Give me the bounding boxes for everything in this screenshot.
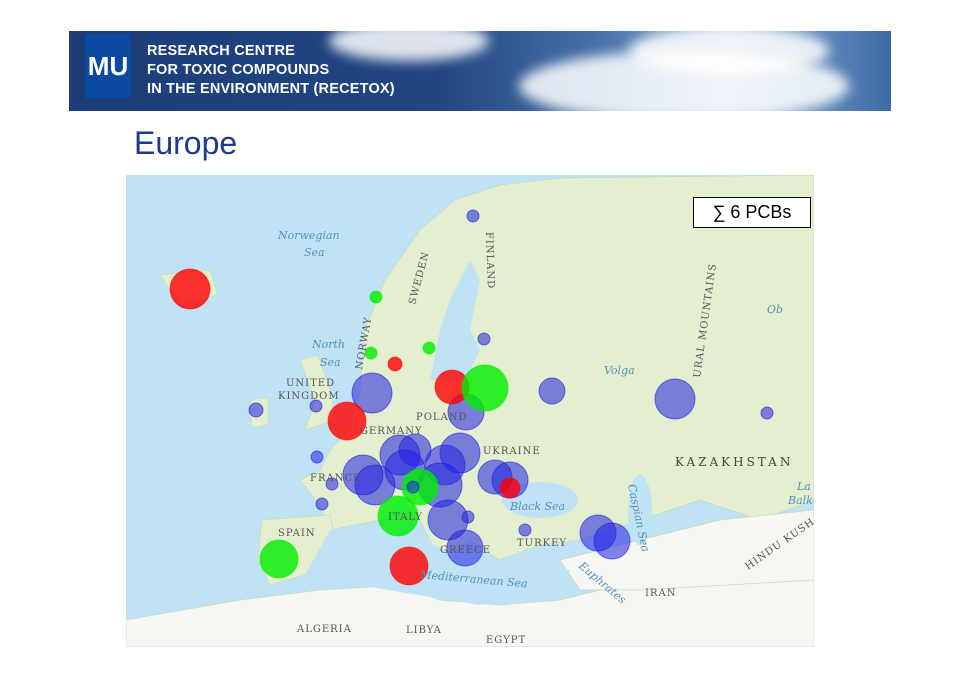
marker-green bbox=[422, 341, 436, 355]
legend-box: ∑ 6 PCBs bbox=[693, 197, 811, 228]
marker-red bbox=[499, 477, 521, 499]
marker-blue bbox=[315, 497, 329, 511]
marker-blue bbox=[654, 378, 696, 420]
label-sea: Sea bbox=[320, 356, 341, 369]
label-black-sea: Black Sea bbox=[509, 500, 565, 513]
marker-blue bbox=[309, 399, 323, 413]
marker-green bbox=[401, 468, 439, 506]
mediterranean-sea bbox=[300, 525, 570, 605]
label-united: UNITED bbox=[286, 378, 335, 389]
header-line: IN THE ENVIRONMENT (RECETOX) bbox=[147, 81, 395, 97]
marker-red bbox=[387, 356, 403, 372]
marker-blue bbox=[310, 450, 324, 464]
landmass-middle-east bbox=[559, 509, 814, 591]
marker-blue bbox=[538, 377, 566, 405]
marker-blue bbox=[461, 510, 475, 524]
label-lake: La bbox=[796, 480, 811, 493]
header-banner: MU RESEARCH CENTRE FOR TOXIC COMPOUNDS I… bbox=[69, 31, 891, 111]
marker-blue bbox=[760, 406, 774, 420]
label-italy: ITALY bbox=[388, 512, 423, 523]
marker-green bbox=[259, 539, 299, 579]
marker-blue bbox=[325, 477, 339, 491]
label-spain: SPAIN bbox=[278, 528, 316, 539]
label-kingdom: KINGDOM bbox=[278, 391, 340, 402]
marker-blue bbox=[446, 529, 484, 567]
sampling-markers bbox=[169, 209, 774, 586]
marker-green bbox=[369, 290, 383, 304]
marker-red bbox=[169, 268, 211, 310]
caspian-sea bbox=[628, 475, 652, 545]
marker-red bbox=[327, 401, 367, 441]
label-ob: Ob bbox=[767, 303, 783, 316]
baltic-sea bbox=[430, 260, 480, 380]
label-libya: LIBYA bbox=[406, 625, 442, 636]
marker-blue bbox=[593, 522, 631, 560]
label-kazakhstan: KAZAKHSTAN bbox=[675, 455, 793, 469]
label-volga: Volga bbox=[604, 364, 635, 377]
label-ukraine: UKRAINE bbox=[483, 446, 541, 457]
marker-blue bbox=[406, 480, 420, 494]
label-algeria: ALGERIA bbox=[296, 624, 352, 635]
label-balkhash: Balk bbox=[787, 494, 813, 507]
marker-green bbox=[364, 346, 378, 360]
marker-blue bbox=[351, 372, 393, 414]
institution-name: RESEARCH CENTRE FOR TOXIC COMPOUNDS IN T… bbox=[147, 42, 395, 99]
europe-map: Norwegian Sea North Sea NORWAY SWEDEN FI… bbox=[126, 175, 814, 647]
marker-blue bbox=[477, 332, 491, 346]
university-logo: MU bbox=[85, 34, 131, 98]
marker-red bbox=[389, 546, 429, 586]
label-turkey: TURKEY bbox=[517, 538, 567, 549]
header-line: FOR TOXIC COMPOUNDS bbox=[147, 62, 330, 78]
slide-title: Europe bbox=[134, 125, 238, 161]
marker-green bbox=[461, 364, 509, 412]
label-germany: GERMANY bbox=[360, 426, 423, 437]
marker-blue bbox=[466, 209, 480, 223]
label-poland: POLAND bbox=[416, 412, 468, 423]
header-line: RESEARCH CENTRE bbox=[147, 43, 296, 59]
label-egypt: EGYPT bbox=[486, 635, 526, 646]
label-sea: Sea bbox=[304, 246, 325, 259]
label-greece: GREECE bbox=[440, 545, 491, 556]
label-north-sea: North bbox=[311, 338, 345, 351]
marker-green bbox=[377, 495, 419, 537]
label-france: FRANCE bbox=[310, 473, 361, 484]
label-iran: IRAN bbox=[645, 588, 676, 599]
marker-blue bbox=[248, 402, 264, 418]
marker-blue bbox=[518, 523, 532, 537]
label-finland: FINLAND bbox=[483, 232, 496, 290]
label-norwegian-sea: Norwegian bbox=[277, 229, 340, 242]
